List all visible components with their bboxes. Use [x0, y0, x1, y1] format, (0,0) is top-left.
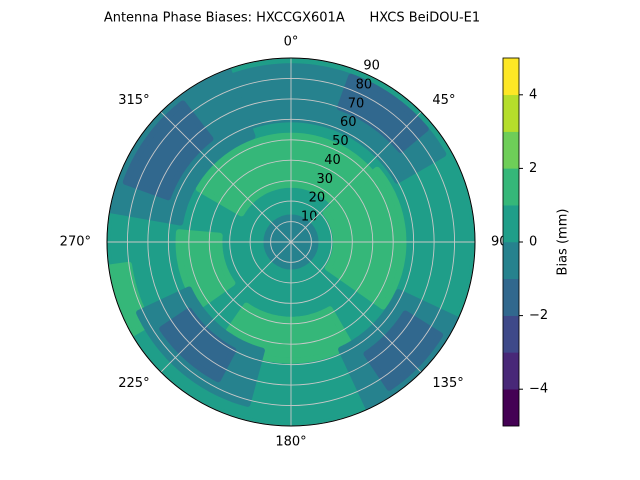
colorbar-swatch: [502, 204, 520, 243]
theta-tick-label: 180°: [275, 435, 306, 450]
r-tick-label: 30: [316, 172, 333, 187]
colorbar-swatch: [502, 131, 520, 169]
colorbar-swatch: [502, 168, 520, 206]
r-tick-label: 90: [363, 59, 380, 74]
theta-tick-label: 225°: [118, 376, 149, 391]
grid-spoke: [290, 241, 422, 373]
theta-tick-label: 315°: [118, 93, 149, 108]
r-tick-label: 80: [356, 77, 373, 92]
r-tick-label: 20: [309, 191, 326, 206]
r-tick-label: 10: [301, 210, 318, 225]
colorbar-tick-label: 2: [529, 161, 537, 176]
theta-tick-label: 135°: [432, 376, 463, 391]
colorbar-swatch: [502, 352, 520, 390]
grid-spoke: [160, 111, 292, 243]
contour-region: [175, 229, 236, 310]
colorbar-swatch: [502, 278, 520, 316]
colorbar-tick-label: −2: [529, 308, 548, 323]
colorbar-tick-label: 4: [529, 87, 537, 102]
r-tick-label: 70: [348, 96, 365, 111]
colorbar-swatch: [502, 57, 520, 96]
colorbar-tick-label: −4: [529, 382, 548, 397]
grid-spoke: [160, 241, 292, 373]
chart-title: Antenna Phase Biases: HXCCGX601A HXCS Be…: [104, 11, 480, 26]
contour-region: [363, 310, 444, 391]
r-tick-label: 40: [324, 153, 341, 168]
colorbar-tick-label: 0: [529, 235, 537, 250]
colorbar-swatch: [502, 94, 520, 132]
grid-spoke: [290, 111, 422, 243]
contour-region: [122, 100, 214, 201]
colorbar-swatch: [502, 315, 520, 353]
theta-tick-label: 270°: [60, 235, 91, 250]
colorbar-swatch: [502, 388, 520, 427]
r-tick-label: 50: [332, 134, 349, 149]
colorbar-label: Bias (mm): [556, 209, 571, 276]
plot-border: [106, 57, 476, 427]
contour-region: [322, 166, 407, 310]
r-tick-label: 60: [340, 115, 357, 130]
theta-tick-label: 0°: [284, 35, 299, 50]
theta-tick-label: 45°: [432, 93, 455, 108]
colorbar-swatch: [502, 241, 520, 280]
